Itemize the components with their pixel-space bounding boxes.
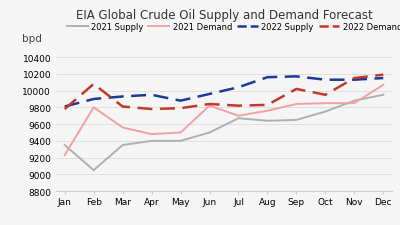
2021 Supply <box>352 100 357 103</box>
2022 Demand <box>149 108 154 111</box>
Line: 2021 Supply: 2021 Supply <box>65 95 383 170</box>
2021 Demand <box>294 103 299 106</box>
2021 Demand <box>120 126 125 129</box>
2021 Supply <box>178 140 183 143</box>
2021 Demand <box>236 115 241 117</box>
2022 Demand <box>236 105 241 108</box>
Line: 2021 Demand: 2021 Demand <box>65 85 383 155</box>
2022 Supply <box>91 98 96 101</box>
2022 Supply <box>178 100 183 103</box>
Legend: 2021 Supply, 2021 Demand, 2022 Supply, 2022 Demand: 2021 Supply, 2021 Demand, 2022 Supply, 2… <box>67 22 400 32</box>
2021 Demand <box>381 84 386 87</box>
2021 Supply <box>265 120 270 123</box>
2021 Supply <box>236 117 241 120</box>
2021 Supply <box>207 132 212 134</box>
2022 Demand <box>178 107 183 110</box>
Line: 2022 Supply: 2022 Supply <box>65 77 383 107</box>
2021 Supply <box>323 111 328 113</box>
2021 Supply <box>120 144 125 147</box>
2021 Supply <box>91 169 96 172</box>
2022 Demand <box>207 103 212 106</box>
2022 Demand <box>352 77 357 80</box>
2022 Supply <box>294 76 299 78</box>
Title: EIA Global Crude Oil Supply and Demand Forecast: EIA Global Crude Oil Supply and Demand F… <box>76 9 372 22</box>
2021 Supply <box>62 144 67 147</box>
2022 Demand <box>323 94 328 97</box>
2022 Supply <box>207 93 212 96</box>
2021 Demand <box>62 154 67 157</box>
2021 Demand <box>323 102 328 105</box>
Line: 2022 Demand: 2022 Demand <box>65 75 383 110</box>
Text: bpd: bpd <box>22 34 42 44</box>
2021 Demand <box>265 110 270 112</box>
2021 Demand <box>352 102 357 105</box>
2022 Supply <box>149 94 154 97</box>
2022 Supply <box>381 77 386 80</box>
2021 Demand <box>178 132 183 134</box>
2022 Supply <box>323 79 328 82</box>
2022 Demand <box>294 88 299 91</box>
2021 Demand <box>149 133 154 136</box>
2022 Supply <box>120 96 125 98</box>
2022 Supply <box>265 76 270 79</box>
2022 Demand <box>265 104 270 107</box>
2021 Demand <box>207 105 212 108</box>
2021 Supply <box>294 119 299 122</box>
2022 Demand <box>120 106 125 108</box>
2022 Demand <box>62 108 67 111</box>
2021 Demand <box>91 106 96 109</box>
2022 Demand <box>91 83 96 86</box>
2022 Supply <box>236 86 241 89</box>
2022 Supply <box>352 79 357 82</box>
2021 Supply <box>381 94 386 97</box>
2021 Supply <box>149 140 154 143</box>
2022 Supply <box>62 106 67 108</box>
2022 Demand <box>381 74 386 77</box>
